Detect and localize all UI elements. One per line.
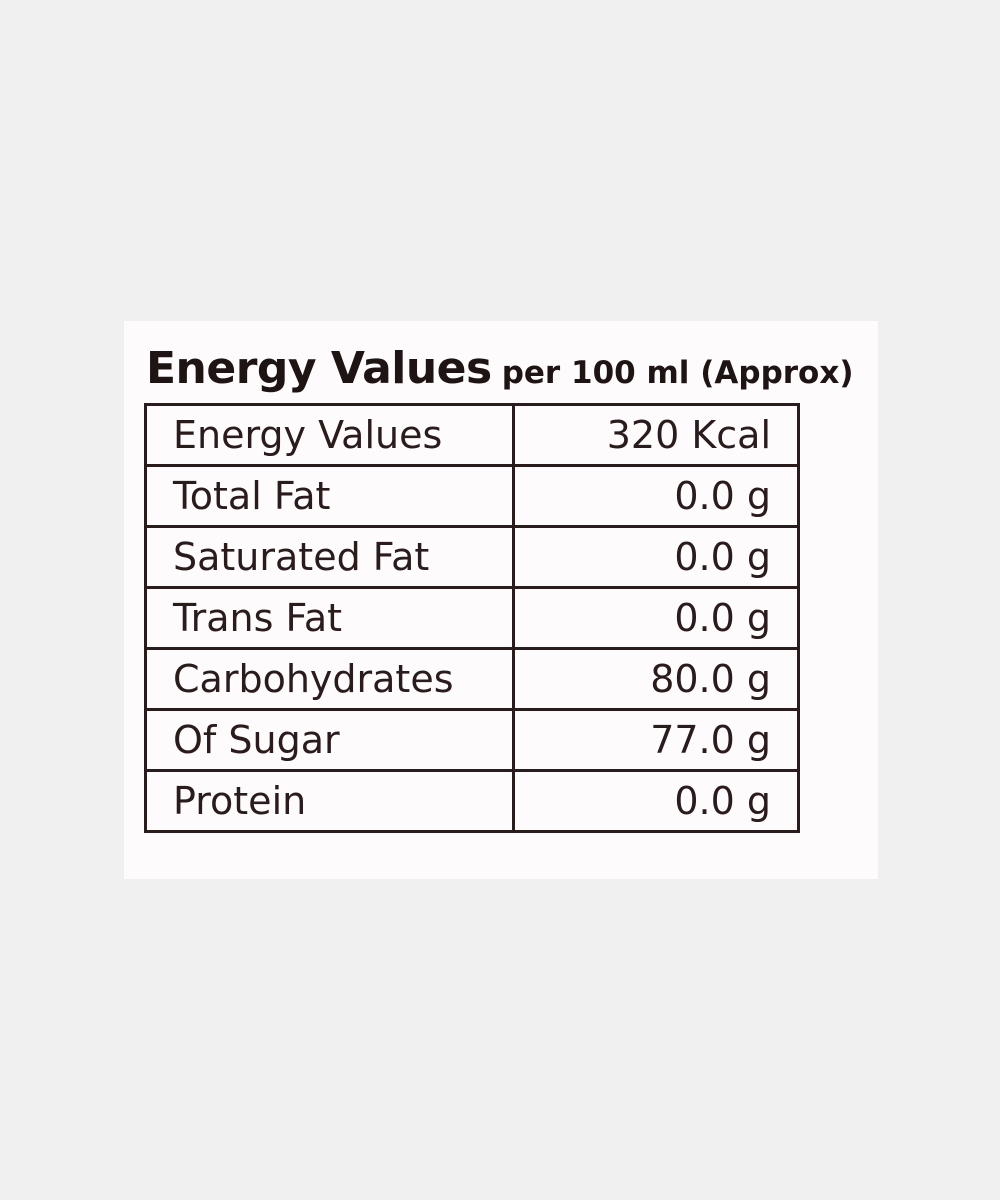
table-row: Saturated Fat 0.0 g [144,525,800,589]
nutrient-value: 80.0 g [512,647,800,711]
nutrient-value: 0.0 g [512,769,800,833]
nutrient-value: 77.0 g [512,708,800,772]
subtitle: per 100 ml (Approx) [501,355,854,391]
nutrient-name: Saturated Fat [144,525,515,589]
table-row: Total Fat 0.0 g [144,464,800,528]
nutrient-value: 0.0 g [512,464,800,528]
nutrient-value: 320 Kcal [512,403,800,467]
nutrient-name: Protein [144,769,515,833]
nutrient-name: Of Sugar [144,708,515,772]
table-row: Trans Fat 0.0 g [144,586,800,650]
table-row: Energy Values 320 Kcal [144,403,800,467]
nutrient-value: 0.0 g [512,525,800,589]
header: Energy Values per 100 ml (Approx) [146,343,854,394]
nutrition-table: Energy Values 320 Kcal Total Fat 0.0 g Satur… [144,403,800,833]
nutrition-label: Energy Values per 100 ml (Approx) Energy … [124,321,878,879]
nutrient-name: Total Fat [144,464,515,528]
nutrient-name: Carbohydrates [144,647,515,711]
nutrient-name: Trans Fat [144,586,515,650]
nutrient-value: 0.0 g [512,586,800,650]
nutrient-name: Energy Values [144,403,515,467]
table-row: Protein 0.0 g [144,769,800,833]
table-row: Of Sugar 77.0 g [144,708,800,772]
title: Energy Values [146,343,492,394]
table-row: Carbohydrates 80.0 g [144,647,800,711]
